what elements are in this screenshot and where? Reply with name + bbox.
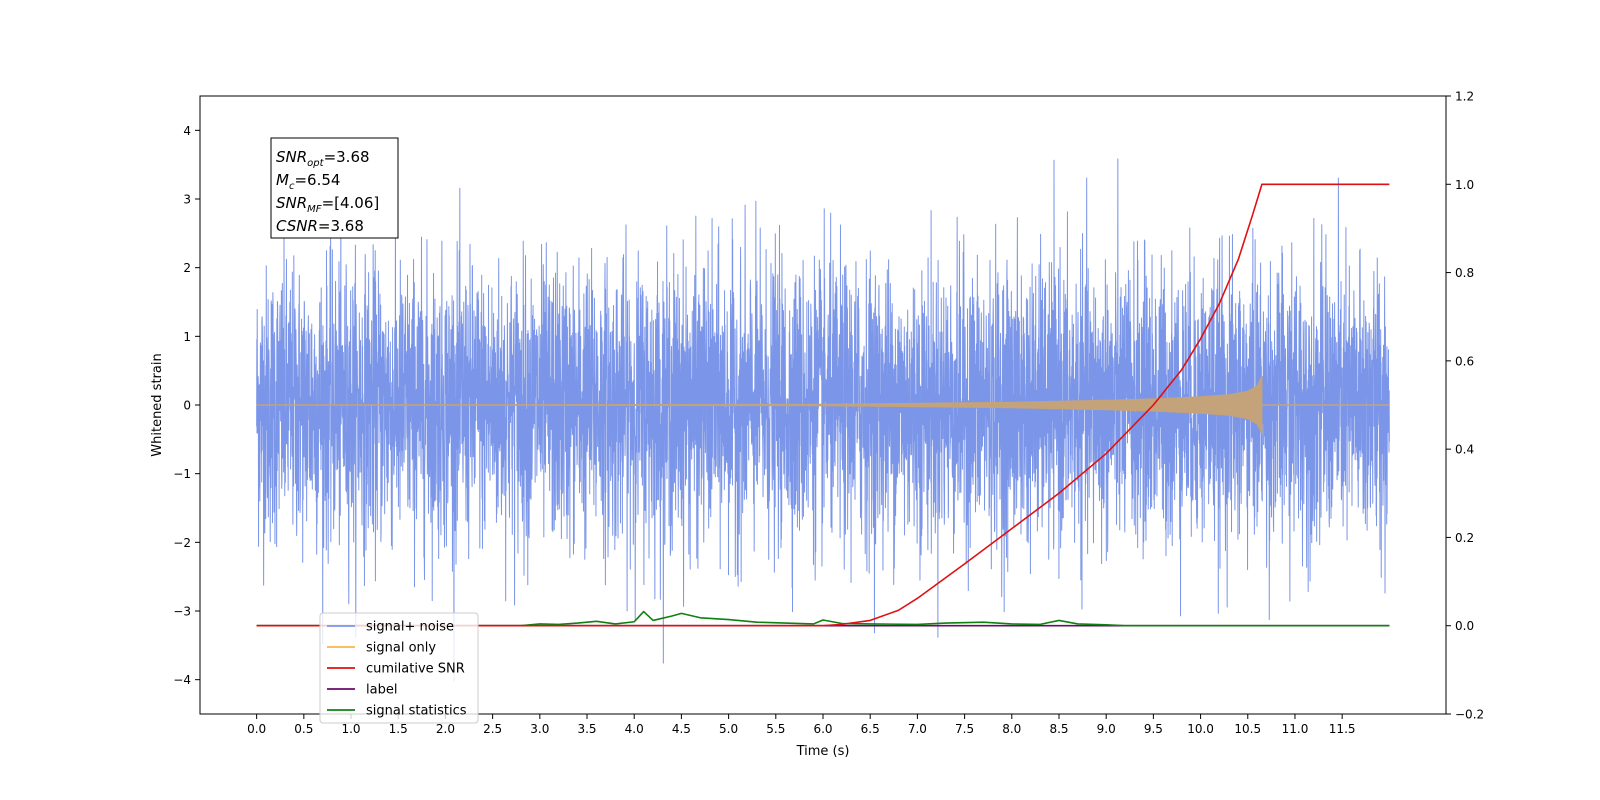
- x-tick-label: 1.0: [341, 722, 360, 736]
- y-tick-label-right: −0.2: [1455, 708, 1484, 722]
- y-tick-label-left: −2: [173, 536, 191, 550]
- x-tick-label: 6.5: [861, 722, 880, 736]
- y-tick-label-right: 0.4: [1455, 443, 1474, 457]
- x-tick-label: 7.0: [908, 722, 927, 736]
- x-tick-label: 8.5: [1049, 722, 1068, 736]
- x-tick-label: 3.0: [530, 722, 549, 736]
- y-tick-label-left: 0: [183, 399, 191, 413]
- y-tick-label-left: −1: [173, 467, 191, 481]
- x-tick-label: 10.5: [1234, 722, 1261, 736]
- y-axis-left: −4 −3 −2 −1 0 1 2 3 4: [173, 124, 200, 687]
- info-box-line: SNRopt=3.68: [276, 148, 370, 169]
- x-tick-label: 5.0: [719, 722, 738, 736]
- y-tick-label-right: 0.2: [1455, 531, 1474, 545]
- series-cumulative-snr: [256, 183, 1390, 627]
- y-tick-label-left: 1: [183, 330, 191, 344]
- legend: signal+ noise signal only cumilative SNR la…: [319, 612, 479, 724]
- y-tick-label-left: 4: [183, 124, 191, 138]
- x-tick-label: 0.0: [247, 722, 266, 736]
- x-tick-label: 6.0: [813, 722, 832, 736]
- x-tick-label: 4.5: [672, 722, 691, 736]
- y-tick-label-right: 0.6: [1455, 354, 1474, 368]
- y-tick-label-right: 0.8: [1455, 266, 1474, 280]
- info-box-line: SNRMF=[4.06]: [276, 194, 379, 215]
- legend-label: cumilative SNR: [366, 662, 465, 677]
- legend-frame: [319, 612, 479, 724]
- x-axis: 0.0 0.5 1.0 1.5 2.0 2.5 3.0 3.5 4.0 4.5 5.0 5.5 6.0 6…: [247, 714, 1356, 736]
- legend-label: signal statistics: [366, 704, 467, 719]
- series-signal-statistics: [256, 610, 1390, 627]
- x-tick-label: 9.5: [1144, 722, 1163, 736]
- info-box-line: CSNR=3.68: [276, 217, 364, 235]
- x-tick-label: 2.5: [483, 722, 502, 736]
- y-tick-label-right: 0.0: [1455, 619, 1474, 633]
- info-box-frame: [270, 137, 399, 239]
- x-tick-label: 8.0: [1002, 722, 1021, 736]
- y-tick-label-left: 3: [183, 193, 191, 207]
- x-tick-label: 2.0: [436, 722, 455, 736]
- legend-label: signal+ noise: [366, 620, 454, 635]
- y-axis-label-left: Whitened strain: [150, 353, 165, 456]
- x-tick-label: 4.0: [625, 722, 644, 736]
- y-tick-label-left: −3: [173, 605, 191, 619]
- y-tick-label-left: 2: [183, 261, 191, 275]
- legend-label: label: [366, 683, 397, 698]
- x-tick-label: 11.0: [1282, 722, 1309, 736]
- y-tick-label-right: 1.2: [1455, 90, 1474, 104]
- x-tick-label: 5.5: [766, 722, 785, 736]
- y-tick-label-right: 1.0: [1455, 178, 1474, 192]
- y-tick-label-left: −4: [173, 673, 191, 687]
- x-tick-label: 7.5: [955, 722, 974, 736]
- x-axis-label: Time (s): [796, 744, 850, 759]
- info-box-line: Mc=6.54: [276, 171, 340, 192]
- series-layer: [256, 158, 1390, 682]
- x-tick-label: 1.5: [389, 722, 408, 736]
- x-tick-label: 3.5: [577, 722, 596, 736]
- x-tick-label: 0.5: [294, 722, 313, 736]
- x-tick-label: 10.0: [1187, 722, 1214, 736]
- x-tick-label: 9.0: [1097, 722, 1116, 736]
- x-tick-label: 11.5: [1329, 722, 1356, 736]
- y-axis-right: −0.2 0.0 0.2 0.4 0.6 0.8 1.0 1.2: [1446, 90, 1484, 722]
- legend-label: signal only: [366, 641, 436, 656]
